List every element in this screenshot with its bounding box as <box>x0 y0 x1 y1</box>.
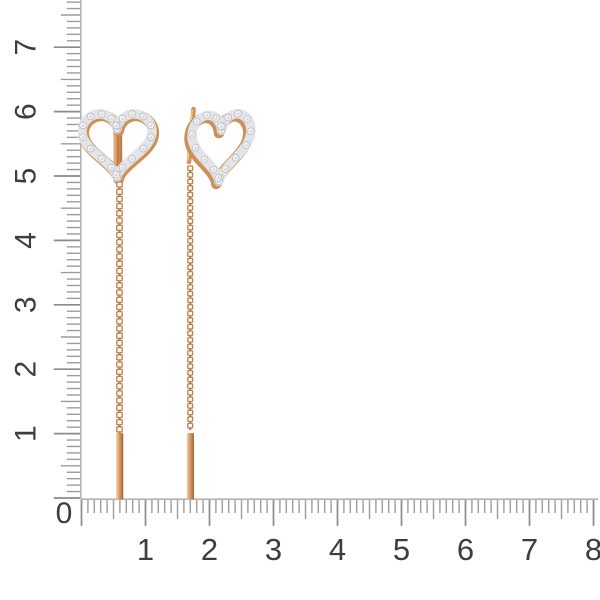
horizontal-ruler-number: 6 <box>457 532 474 567</box>
vertical-ruler-number: 6 <box>10 103 43 120</box>
horizontal-ruler-number: 7 <box>521 532 538 567</box>
ruler-origin-label: 0 <box>56 497 73 530</box>
horizontal-ruler-number: 4 <box>329 532 346 567</box>
horizontal-ruler-ticks <box>80 500 595 526</box>
right-earring-image <box>184 106 256 500</box>
vertical-ruler-labels: 7 6 5 4 3 2 1 <box>10 39 43 442</box>
vertical-ruler-number: 4 <box>10 232 43 249</box>
left-earring-image <box>78 109 160 500</box>
horizontal-ruler-number: 2 <box>201 532 218 567</box>
vertical-ruler-number: 5 <box>10 168 43 185</box>
horizontal-ruler-number: 3 <box>265 532 282 567</box>
threader-chain <box>116 181 123 434</box>
vertical-ruler-number: 2 <box>10 361 43 378</box>
vertical-ruler-ticks <box>53 1 81 499</box>
diamond-heart-outline <box>78 109 160 185</box>
vertical-ruler-number: 1 <box>10 425 43 442</box>
horizontal-ruler-number: 8 <box>585 532 600 567</box>
threader-bar <box>116 433 124 500</box>
vertical-ruler: 7 6 5 4 3 2 1 <box>10 0 82 499</box>
threader-chain <box>187 165 194 430</box>
ear-post <box>113 128 123 174</box>
vertical-ruler-number: 3 <box>10 296 43 313</box>
horizontal-ruler: 1 2 3 4 5 6 7 8 <box>80 498 600 567</box>
threader-bar <box>186 433 194 500</box>
vertical-ruler-number: 7 <box>10 39 43 56</box>
horizontal-ruler-number: 1 <box>137 532 154 567</box>
horizontal-ruler-number: 5 <box>393 532 410 567</box>
diamond-heart-outline <box>184 108 256 190</box>
horizontal-ruler-labels: 1 2 3 4 5 6 7 8 <box>137 532 600 567</box>
